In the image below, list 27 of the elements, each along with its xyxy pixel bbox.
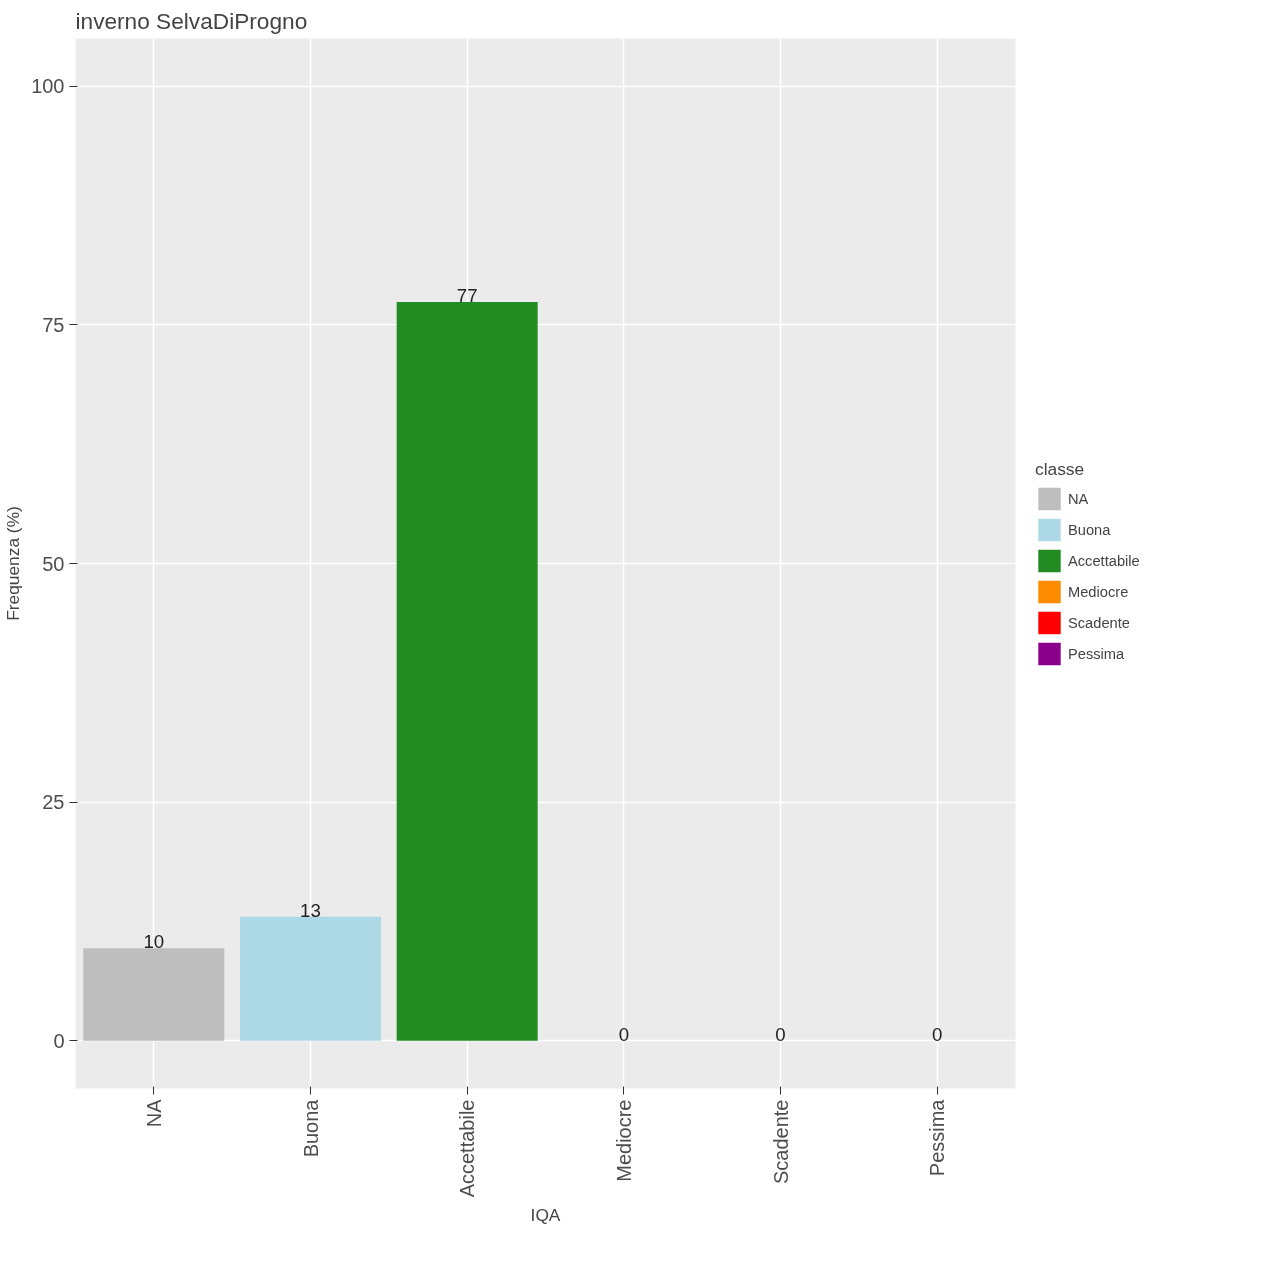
- x-axis-title: IQA: [530, 1205, 561, 1226]
- data-label: 10: [143, 931, 165, 953]
- legend-label: Scadente: [1068, 614, 1130, 631]
- x-tick-label: Accettabile: [456, 1099, 479, 1198]
- x-tick-label: Pessima: [926, 1098, 949, 1177]
- legend-label: NA: [1068, 490, 1089, 507]
- y-tick-label: 75: [42, 313, 65, 336]
- x-tick-label: Mediocre: [612, 1099, 635, 1182]
- chart-title: inverno SelvaDiProgno: [75, 7, 308, 34]
- y-tick-label: 25: [42, 791, 65, 814]
- data-label: 13: [300, 899, 321, 921]
- y-axis-title: Frequenza (%): [3, 506, 24, 621]
- data-label: 0: [775, 1023, 786, 1045]
- data-label: 77: [456, 284, 478, 306]
- y-tick-label: 0: [53, 1029, 65, 1052]
- legend-label: Buona: [1068, 521, 1111, 538]
- legend-label: Accettabile: [1068, 552, 1140, 569]
- x-tick-label: Scadente: [769, 1099, 792, 1185]
- legend-label: Pessima: [1068, 645, 1125, 662]
- legend-title: classe: [1035, 458, 1086, 480]
- legend-label: Mediocre: [1068, 583, 1129, 600]
- y-tick-label: 100: [31, 75, 65, 98]
- x-tick-label: Buona: [299, 1098, 322, 1158]
- x-tick-label: NA: [142, 1098, 165, 1128]
- data-label: 0: [618, 1023, 630, 1045]
- y-tick-label: 50: [42, 552, 65, 575]
- data-label: 0: [931, 1023, 943, 1045]
